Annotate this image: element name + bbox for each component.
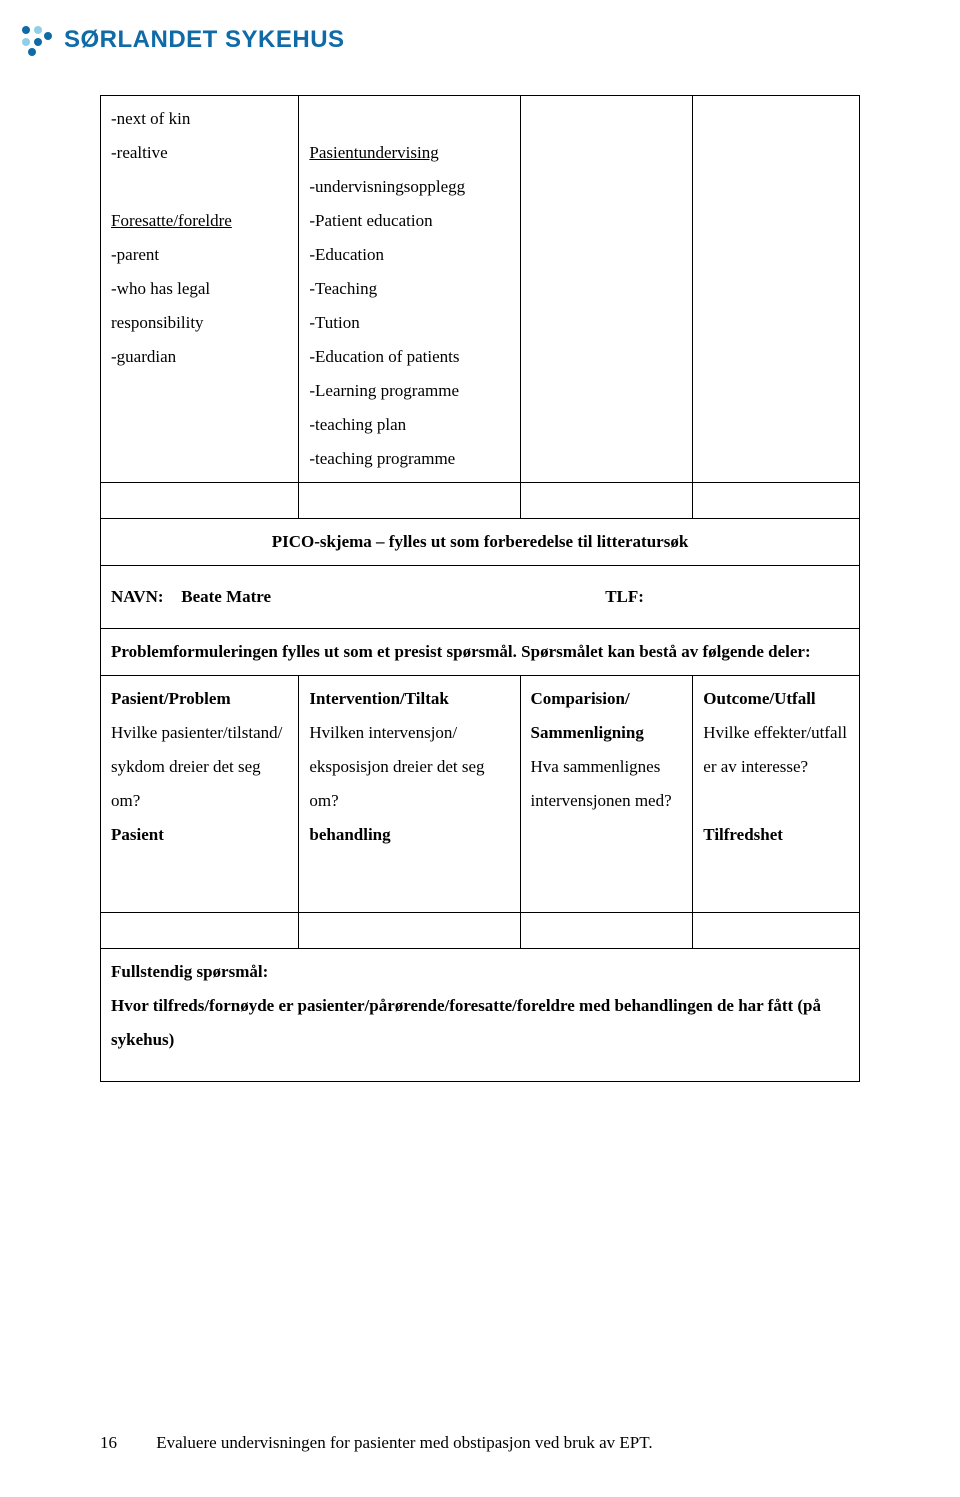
pico-c-head: Comparision/ Sammenligning — [531, 682, 683, 750]
t2-l5: -Teaching — [309, 272, 509, 306]
terms-col-4 — [693, 96, 860, 483]
pico-i-head: Intervention/Tiltak — [309, 682, 509, 716]
navn-tlf: TLF: — [605, 587, 644, 606]
t2-l1: Pasientundervising — [309, 136, 509, 170]
t2-l6: -Tution — [309, 306, 509, 340]
t2-l3: -Patient education — [309, 204, 509, 238]
fullstendig-row: Fullstendig spørsmål: Hvor tilfreds/forn… — [101, 949, 860, 1082]
pico-i-body: Hvilken intervensjon/ eksposisjon dreier… — [309, 716, 509, 818]
pico-o-body: Hvilke effekter/utfall er av interesse? — [703, 716, 849, 784]
pico-p-head: Pasient/Problem — [111, 682, 288, 716]
t2-l2: -undervisningsopplegg — [309, 170, 509, 204]
t2-l9: -teaching plan — [309, 408, 509, 442]
terms-col-3 — [520, 96, 693, 483]
t1-l5: -who has legal — [111, 272, 288, 306]
pico-title: PICO-skjema – fylles ut som forberedelse… — [101, 519, 860, 566]
pico-o-head: Outcome/Utfall — [703, 682, 849, 716]
running-title: Evaluere undervisningen for pasienter me… — [156, 1433, 652, 1452]
terms-col-2: Pasientundervising -undervisningsopplegg… — [299, 96, 520, 483]
navn-label: NAVN: — [111, 580, 177, 614]
pico-c-body: Hva sammenlignes intervensjonen med? — [531, 750, 683, 818]
t1-l7: -guardian — [111, 340, 288, 374]
t1-l1: -next of kin — [111, 102, 288, 136]
pico-title-row: PICO-skjema – fylles ut som forberedelse… — [101, 519, 860, 566]
t1-l6: responsibility — [111, 306, 288, 340]
document-content: -next of kin -realtive Foresatte/foreldr… — [100, 95, 860, 1082]
pico-columns-row: Pasient/Problem Hvilke pasienter/tilstan… — [101, 676, 860, 913]
pico-c: Comparision/ Sammenligning Hva sammenlig… — [520, 676, 693, 913]
t1-l2: -realtive — [111, 136, 288, 170]
pico-i: Intervention/Tiltak Hvilken intervensjon… — [299, 676, 520, 913]
spacer-row-1 — [101, 483, 860, 519]
navn-name: Beate Matre — [181, 580, 601, 614]
navn-row: NAVN: Beate Matre TLF: — [101, 566, 860, 629]
brand-logo: SØRLANDET SYKEHUS — [18, 22, 345, 58]
problem-text: Problemformuleringen fylles ut som et pr… — [111, 642, 811, 661]
page-number: 16 — [100, 1433, 152, 1453]
terms-row: -next of kin -realtive Foresatte/foreldr… — [101, 96, 860, 483]
logo-dots-icon — [18, 22, 54, 58]
t1-l4: -parent — [111, 238, 288, 272]
spacer-row-2 — [101, 913, 860, 949]
t2-l10: -teaching programme — [309, 442, 509, 476]
pico-p: Pasient/Problem Hvilke pasienter/tilstan… — [101, 676, 299, 913]
brand-text: SØRLANDET SYKEHUS — [64, 26, 345, 54]
pico-p-end: Pasient — [111, 818, 288, 852]
pico-p-body: Hvilke pasienter/tilstand/ sykdom dreier… — [111, 716, 288, 818]
fullstendig-text: Hvor tilfreds/fornøyde er pasienter/pårø… — [111, 996, 821, 1049]
fullstendig-lead: Fullstendig spørsmål: — [111, 955, 849, 989]
pico-o-end: Tilfredshet — [703, 818, 849, 852]
main-table: -next of kin -realtive Foresatte/foreldr… — [100, 95, 860, 1082]
pico-i-end: behandling — [309, 818, 509, 852]
page-footer: 16 Evaluere undervisningen for pasienter… — [100, 1433, 653, 1453]
t2-l7: -Education of patients — [309, 340, 509, 374]
t1-l3: Foresatte/foreldre — [111, 204, 288, 238]
terms-col-1: -next of kin -realtive Foresatte/foreldr… — [101, 96, 299, 483]
problem-row: Problemformuleringen fylles ut som et pr… — [101, 629, 860, 676]
t2-l8: -Learning programme — [309, 374, 509, 408]
t2-l4: -Education — [309, 238, 509, 272]
pico-o: Outcome/Utfall Hvilke effekter/utfall er… — [693, 676, 860, 913]
